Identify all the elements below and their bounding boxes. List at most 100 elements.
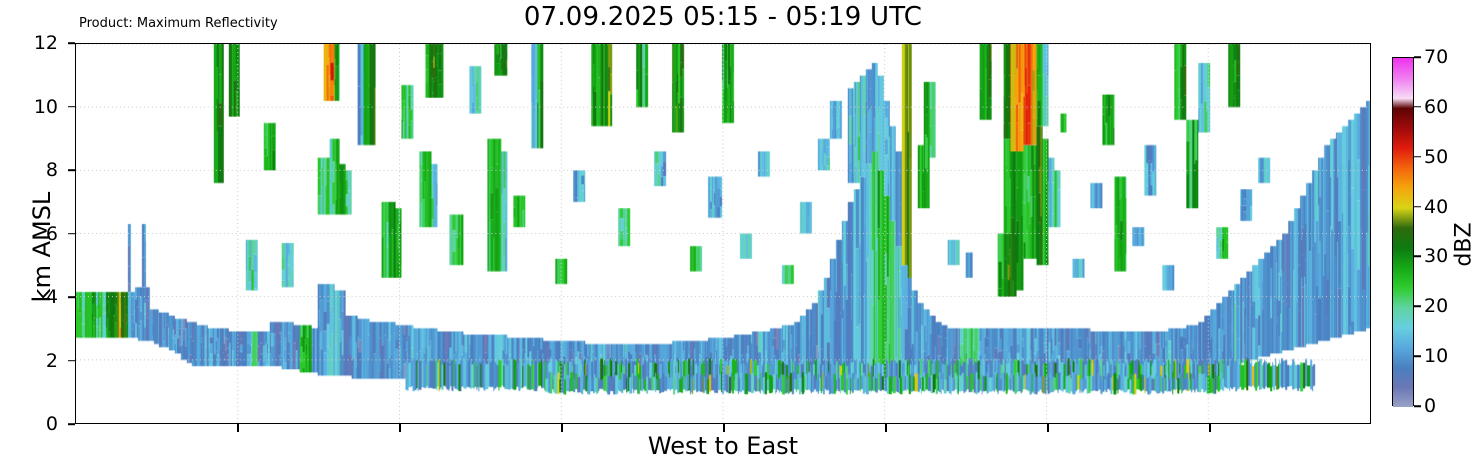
colorbar-segment (1393, 234, 1413, 236)
colorbar-segment (1393, 133, 1413, 135)
y-tick-label: 12 (33, 32, 58, 54)
colorbar-segment (1393, 227, 1413, 229)
x-tick-mark (1209, 424, 1211, 432)
colorbar-segment (1393, 172, 1413, 174)
colorbar-segment (1393, 192, 1413, 194)
colorbar-segment (1393, 326, 1413, 328)
colorbar-segment (1393, 373, 1413, 375)
colorbar-tick-label: 30 (1424, 245, 1449, 268)
colorbar-segment (1393, 100, 1413, 102)
colorbar-segment (1393, 105, 1413, 107)
colorbar-segment (1393, 143, 1413, 145)
colorbar-segment (1393, 108, 1413, 110)
colorbar-segment (1393, 148, 1413, 150)
colorbar-segment (1393, 59, 1413, 61)
colorbar-segment (1393, 205, 1413, 207)
colorbar-tick-mark (1414, 255, 1421, 258)
colorbar-segment (1393, 390, 1413, 392)
colorbar-segment (1393, 135, 1413, 137)
colorbar-segment (1393, 406, 1413, 408)
colorbar-segment (1393, 89, 1413, 91)
colorbar-segment (1393, 72, 1413, 74)
y-tick-label: 8 (45, 159, 58, 181)
colorbar-segment (1393, 178, 1413, 180)
colorbar-segment (1393, 339, 1413, 341)
colorbar-segment (1393, 348, 1413, 350)
colorbar-segment (1393, 330, 1413, 332)
colorbar-segment (1393, 222, 1413, 224)
y-tick-label: 6 (45, 222, 58, 245)
colorbar-segment (1393, 184, 1413, 186)
colorbar-segment (1393, 381, 1413, 383)
colorbar-segment (1393, 404, 1413, 406)
colorbar-segment (1393, 278, 1413, 280)
colorbar-segment (1393, 384, 1413, 386)
colorbar-segment (1393, 126, 1413, 128)
colorbar-segment (1393, 124, 1413, 126)
colorbar-segment (1393, 101, 1413, 103)
colorbar-segment (1393, 68, 1413, 70)
colorbar-segment (1393, 305, 1413, 307)
colorbar-segment (1393, 334, 1413, 336)
colorbar-segment (1393, 199, 1413, 201)
colorbar-segment (1393, 82, 1413, 84)
page-title: 07.09.2025 05:15 - 05:19 UTC (523, 2, 923, 32)
colorbar-segment (1393, 145, 1413, 147)
colorbar-segment (1393, 214, 1413, 216)
colorbar-segment (1393, 183, 1413, 185)
colorbar-segment (1393, 210, 1413, 212)
colorbar-segment (1393, 351, 1413, 353)
colorbar-segment (1393, 122, 1413, 124)
colorbar-segment (1393, 397, 1413, 399)
colorbar-segment (1393, 241, 1413, 243)
colorbar-segment (1393, 203, 1413, 205)
colorbar-segment (1393, 287, 1413, 289)
colorbar-segment (1393, 306, 1413, 308)
colorbar-segment (1393, 344, 1413, 346)
colorbar-segment (1393, 376, 1413, 378)
colorbar-segment (1393, 301, 1413, 303)
colorbar-segment (1393, 93, 1413, 95)
colorbar-segment (1393, 239, 1413, 241)
colorbar-segment (1393, 272, 1413, 274)
y-tick-mark (68, 169, 75, 171)
colorbar-segment (1393, 374, 1413, 376)
y-tick-mark (68, 423, 75, 425)
colorbar-segment (1393, 158, 1413, 160)
y-tick-mark (68, 296, 75, 298)
colorbar-segment (1393, 160, 1413, 162)
colorbar-segment (1393, 289, 1413, 291)
colorbar-segment (1393, 111, 1413, 113)
colorbar-segment (1393, 247, 1413, 249)
colorbar-segment (1393, 237, 1413, 239)
colorbar-segment (1393, 332, 1413, 334)
colorbar-segment (1393, 291, 1413, 293)
colorbar-title: dBZ (1451, 222, 1477, 267)
colorbar-tick-label: 60 (1424, 95, 1449, 118)
colorbar-segment (1393, 331, 1413, 333)
colorbar-segment (1393, 131, 1413, 133)
colorbar-segment (1393, 151, 1413, 153)
colorbar-segment (1393, 164, 1413, 166)
colorbar-segment (1393, 356, 1413, 358)
colorbar-segment (1393, 230, 1413, 232)
colorbar-segment (1393, 173, 1413, 175)
y-tick-mark (68, 359, 75, 362)
colorbar-segment (1393, 276, 1413, 278)
colorbar-segment (1393, 264, 1413, 266)
colorbar-segment (1393, 77, 1413, 79)
colorbar-segment (1393, 402, 1413, 404)
colorbar-segment (1393, 263, 1413, 265)
colorbar-segment (1393, 64, 1413, 66)
colorbar-segment (1393, 229, 1413, 231)
colorbar-segment (1393, 383, 1413, 385)
colorbar-segment (1393, 109, 1413, 111)
colorbar-segment (1393, 238, 1413, 240)
colorbar-segment (1393, 340, 1413, 342)
colorbar-segment (1393, 327, 1413, 329)
colorbar-segment (1393, 336, 1413, 338)
colorbar-segment (1393, 366, 1413, 368)
colorbar-segment (1393, 167, 1413, 169)
colorbar-segment (1393, 304, 1413, 306)
